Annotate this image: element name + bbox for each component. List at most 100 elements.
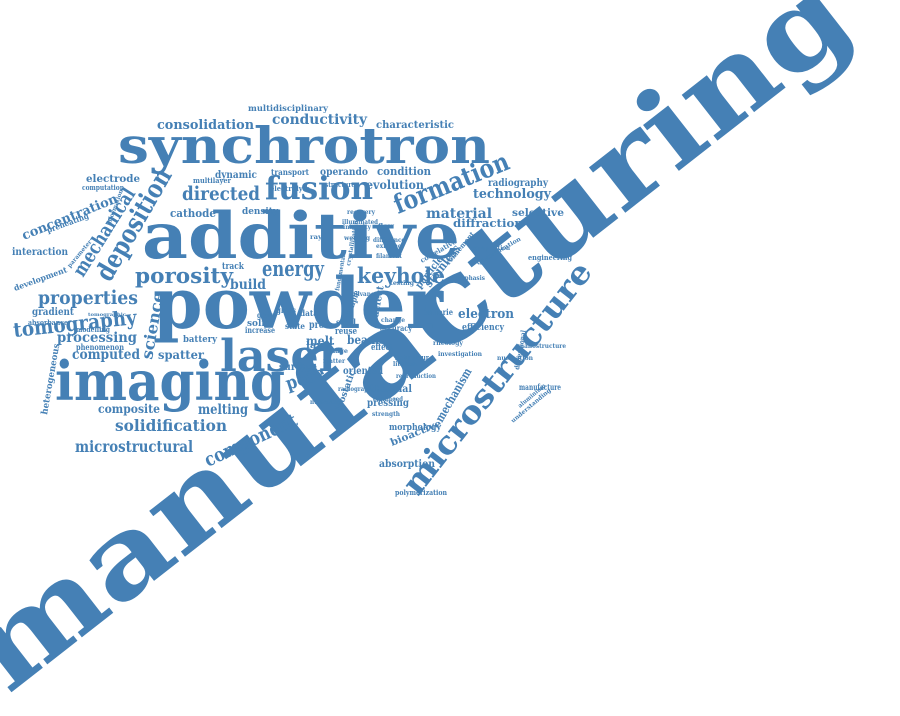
word-operando: operando: [320, 167, 368, 178]
word-modelling: modelling: [76, 325, 110, 334]
word-accuracy: accuracy: [380, 323, 412, 333]
word-advance: advance: [352, 291, 378, 298]
word-transport: transport: [271, 167, 309, 177]
word-electrode: electrode: [86, 174, 140, 185]
word-multilayer: multilayer: [193, 176, 231, 185]
word-oriented: oriented: [343, 366, 383, 377]
word-absorbance: absorbance: [28, 318, 68, 327]
word-image: image: [326, 348, 348, 355]
word-steel: steel: [336, 317, 356, 327]
word-data: data: [300, 308, 318, 318]
word-computation: computation: [82, 183, 124, 192]
word-interaction: interaction: [12, 247, 69, 258]
word-directed: directed: [182, 183, 260, 205]
word-computed: computed: [72, 347, 140, 363]
word-material: material: [426, 206, 492, 222]
word-porosity: porosity: [135, 263, 234, 288]
word-radiography: radiography: [488, 178, 549, 189]
word-testing: testing: [390, 280, 415, 287]
word-proc: proc: [309, 320, 329, 331]
word-selective: selective: [512, 208, 564, 219]
word-nucleation: nucleation: [497, 355, 534, 362]
word-batterie: batterie: [423, 307, 453, 317]
word-difference: difference: [373, 237, 405, 244]
word-strength: strength: [372, 411, 401, 418]
word-electrolyte: electrolyte: [270, 184, 311, 193]
word-wetting: wetting: [343, 235, 371, 242]
word-effect: effect: [371, 343, 394, 353]
word-build: build: [230, 277, 266, 293]
word-track: track: [222, 262, 245, 272]
word-powder: powder: [153, 262, 444, 345]
word-efficiency: efficiency: [462, 323, 505, 333]
word-radiograph: radiograph: [338, 386, 373, 393]
word-filament: filament: [376, 253, 402, 260]
word-spatter: spatter: [158, 348, 205, 362]
word-grain: grain: [257, 310, 275, 320]
word-conductivity: conductivity: [272, 112, 368, 128]
word-enhanced: enhanced: [373, 396, 404, 403]
word-consolidation: consolidation: [157, 118, 255, 133]
word-cathode: cathode: [170, 207, 216, 220]
word-keyhole: keyhole: [357, 263, 445, 288]
word-layer: layer: [306, 341, 334, 351]
word-lithium: lithium: [393, 361, 418, 368]
word-electron: electron: [458, 307, 515, 322]
word-fusion: fusion: [265, 169, 373, 207]
word-behaviour: behaviour: [395, 353, 429, 362]
word-reproduction: reproduction: [396, 373, 437, 380]
word-morphology: morphology: [389, 423, 442, 433]
word-multidisciplinary: multidisciplinary: [248, 103, 328, 113]
word-surface: surface: [279, 362, 317, 373]
word-technology: technology: [473, 187, 551, 202]
word-composite: composite: [98, 402, 160, 416]
word-gradient: gradient: [32, 307, 74, 318]
word-matter: matter: [323, 358, 346, 365]
word-diffraction: diffraction: [453, 217, 523, 230]
word-reuse: reuse: [335, 327, 357, 337]
word-pressing: pressing: [367, 398, 409, 409]
word-condition: condition: [377, 165, 431, 178]
word-beam: beam: [347, 333, 379, 347]
word-illuminated: illuminated: [342, 219, 379, 226]
word-rheology: rheology: [433, 340, 464, 347]
word-integrity: integrity: [343, 224, 371, 231]
word-composition: composition: [472, 245, 511, 252]
word-synchrotron: synchrotron: [118, 116, 490, 175]
word-investigation: investigation: [438, 351, 483, 358]
word-recovery: recovery: [347, 209, 375, 216]
word-microstructural: microstructural: [75, 437, 193, 456]
word-glass: glass: [276, 305, 296, 315]
word-phenomenon: phenomenon: [76, 342, 124, 352]
word-increase: increase: [245, 325, 275, 335]
word-polymerization: polymerization: [395, 488, 447, 497]
word-processing: processing: [57, 330, 137, 346]
word-manufacture: manufacture: [519, 382, 561, 392]
word-engineering: engineering: [528, 253, 572, 262]
word-state: state: [285, 321, 305, 331]
word-solidification: solidification: [115, 416, 227, 435]
word-melt: melt: [306, 334, 334, 348]
word-laser: laser: [220, 331, 343, 382]
word-evolution: evolution: [366, 178, 424, 192]
word-ray: ray: [310, 234, 323, 241]
word-battery: battery: [183, 335, 218, 345]
word-additive: additive: [142, 199, 460, 274]
word-emphasis: emphasis: [455, 275, 486, 282]
word-energy: energy: [262, 256, 325, 281]
word-nanostructure: nanostructure: [520, 343, 566, 350]
word-imaging: imaging: [55, 349, 285, 413]
word-change: change: [381, 317, 405, 324]
word-melting: melting: [198, 402, 248, 418]
word-solid: solid: [247, 319, 272, 329]
word-flow: flow: [378, 223, 395, 230]
word-thermal: thermal: [370, 384, 412, 395]
word-structure: structure: [325, 180, 355, 189]
word-dynamic: dynamic: [215, 170, 257, 181]
word-properties: properties: [38, 287, 138, 309]
word-numerical: numerical: [310, 399, 343, 406]
word-density: density: [242, 207, 279, 217]
word-existing: existing: [376, 243, 403, 250]
